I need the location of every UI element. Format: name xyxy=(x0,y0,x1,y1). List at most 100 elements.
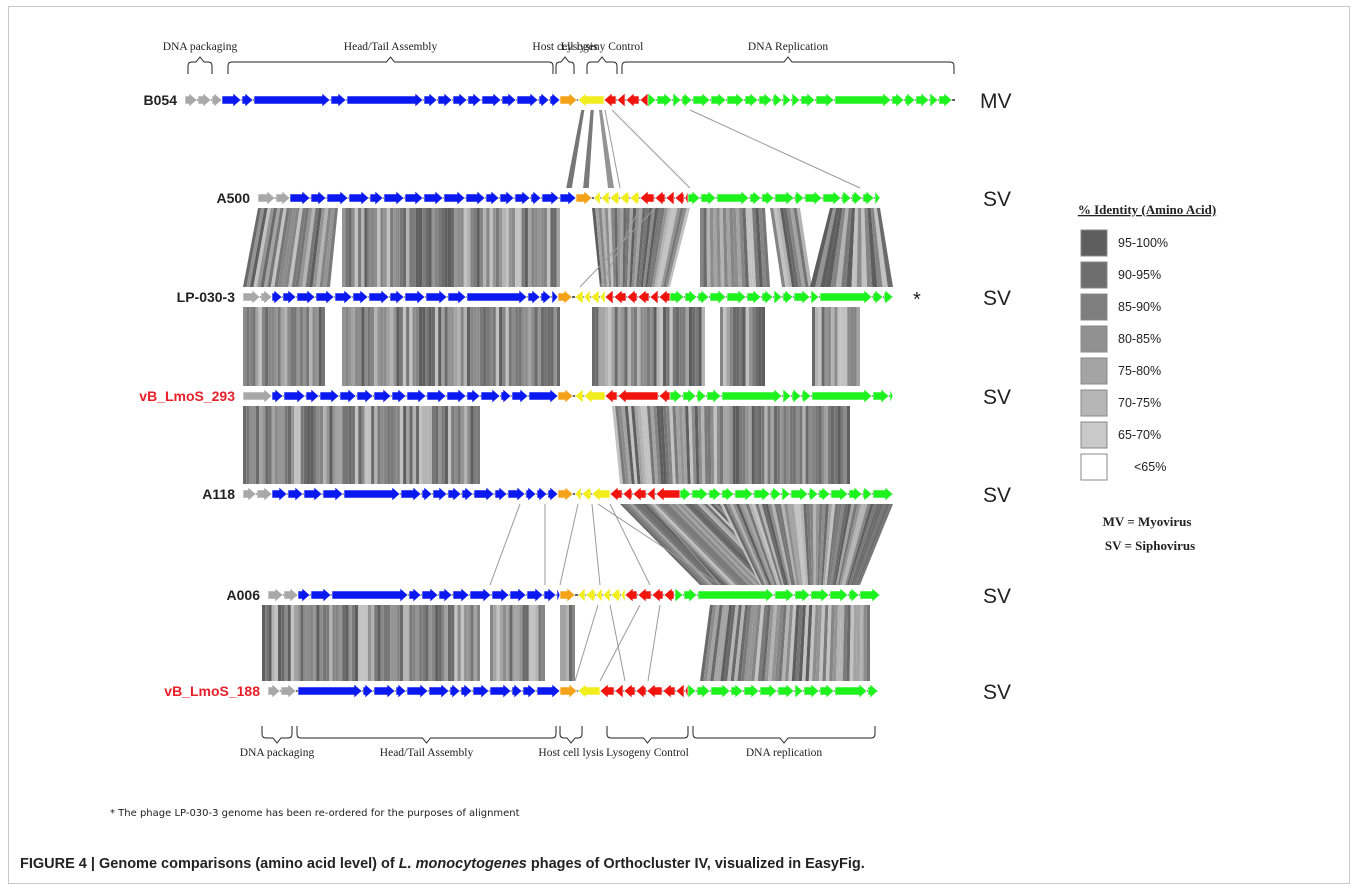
identity-segment xyxy=(293,307,297,386)
phage-type-label: SV xyxy=(983,386,1011,409)
identity-segment xyxy=(425,208,429,287)
identity-segment xyxy=(438,406,442,484)
identity-segment xyxy=(326,208,338,287)
replication-gene xyxy=(674,587,684,603)
identity-segment xyxy=(402,307,407,386)
identity-segment xyxy=(457,208,461,287)
identity-segment xyxy=(383,406,388,484)
region-label: Host cell lysis xyxy=(538,747,604,759)
identity-segment xyxy=(783,208,799,287)
head-tail-gene xyxy=(339,388,357,404)
identity-segment xyxy=(268,605,272,681)
lysogeny-gene xyxy=(637,587,652,603)
head-tail-gene xyxy=(516,92,539,108)
identity-segment xyxy=(438,307,442,386)
replication-gene xyxy=(915,92,930,108)
identity-segment xyxy=(306,605,311,681)
caption-suffix: phages of Orthocluster IV, visualized in… xyxy=(526,856,865,872)
identity-bands xyxy=(243,109,893,682)
identity-segment xyxy=(406,307,410,386)
identity-segment xyxy=(511,307,516,386)
replication-gene xyxy=(830,486,849,502)
replication-gene xyxy=(753,486,771,502)
identity-segment xyxy=(796,504,807,585)
identity-segment xyxy=(722,208,728,287)
identity-segment xyxy=(704,406,709,484)
identity-segment xyxy=(866,605,870,681)
identity-segment xyxy=(764,504,788,585)
identity-segment xyxy=(646,307,651,386)
replication-gene xyxy=(774,190,795,206)
identity-segment xyxy=(310,605,314,681)
region-bracket xyxy=(261,726,293,744)
identity-segment xyxy=(864,208,873,287)
identity-segment xyxy=(409,406,413,484)
identity-segment xyxy=(253,208,271,287)
identity-segment xyxy=(377,406,381,484)
identity-segment xyxy=(824,504,836,585)
replication-gene xyxy=(848,587,860,603)
lysogeny-gene xyxy=(617,388,659,404)
identity-segment xyxy=(502,307,506,386)
identity-segment xyxy=(822,605,829,681)
identity-segment xyxy=(617,307,622,386)
identity-segment xyxy=(798,605,806,681)
alignment-footnote: * The phage LP-030-3 genome has been re-… xyxy=(110,808,520,819)
identity-segment xyxy=(287,605,291,681)
identity-segment xyxy=(386,208,391,287)
identity-segment xyxy=(296,307,300,386)
identity-segment xyxy=(842,605,848,681)
head-tail-gene xyxy=(473,486,495,502)
replication-gene xyxy=(709,289,727,305)
identity-segment xyxy=(425,605,429,681)
head-tail-gene xyxy=(253,92,331,108)
replication-gene xyxy=(746,289,762,305)
identity-segment xyxy=(830,406,835,484)
lysis-accessory-gene xyxy=(583,289,591,305)
identity-segment xyxy=(361,406,365,484)
identity-link xyxy=(579,207,656,288)
identity-segment xyxy=(789,406,793,484)
head-tail-gene xyxy=(509,587,527,603)
lysis-accessory-gene xyxy=(577,683,601,699)
identity-segment xyxy=(873,208,888,287)
identity-segment xyxy=(821,307,825,386)
replication-gene xyxy=(800,92,816,108)
identity-segment xyxy=(300,605,304,681)
identity-segment xyxy=(631,208,640,287)
identity-segment xyxy=(688,406,694,484)
identity-segment xyxy=(262,605,266,681)
identity-segment xyxy=(278,605,282,681)
replication-gene xyxy=(794,683,804,699)
identity-link xyxy=(689,109,861,189)
lysis-gene xyxy=(575,190,593,206)
identity-segment xyxy=(672,307,676,386)
identity-segment xyxy=(847,504,874,585)
identity-segment xyxy=(326,605,330,681)
identity-segment xyxy=(828,504,842,585)
identity-segment xyxy=(281,208,297,287)
identity-segment xyxy=(274,307,278,386)
phage-type-label: SV xyxy=(983,484,1011,507)
identity-segment xyxy=(742,208,749,287)
identity-segment xyxy=(771,504,792,585)
identity-segment xyxy=(846,208,855,287)
identity-segment xyxy=(767,406,771,484)
lysis-accessory-gene xyxy=(583,388,606,404)
identity-segment xyxy=(409,307,413,386)
identity-segment xyxy=(521,208,525,287)
identity-segment xyxy=(640,406,650,484)
lysogeny-gene xyxy=(655,486,681,502)
identity-segment xyxy=(805,406,809,484)
identity-link xyxy=(599,207,641,288)
identity-segment xyxy=(729,307,733,386)
replication-gene xyxy=(794,190,805,206)
identity-segment xyxy=(678,406,685,484)
head-tail-gene xyxy=(408,587,422,603)
identity-segment xyxy=(665,208,687,287)
identity-segment xyxy=(261,307,266,386)
identity-segment xyxy=(592,208,603,287)
replication-gene xyxy=(726,92,745,108)
identity-segment xyxy=(463,307,468,386)
identity-segment xyxy=(739,406,743,484)
